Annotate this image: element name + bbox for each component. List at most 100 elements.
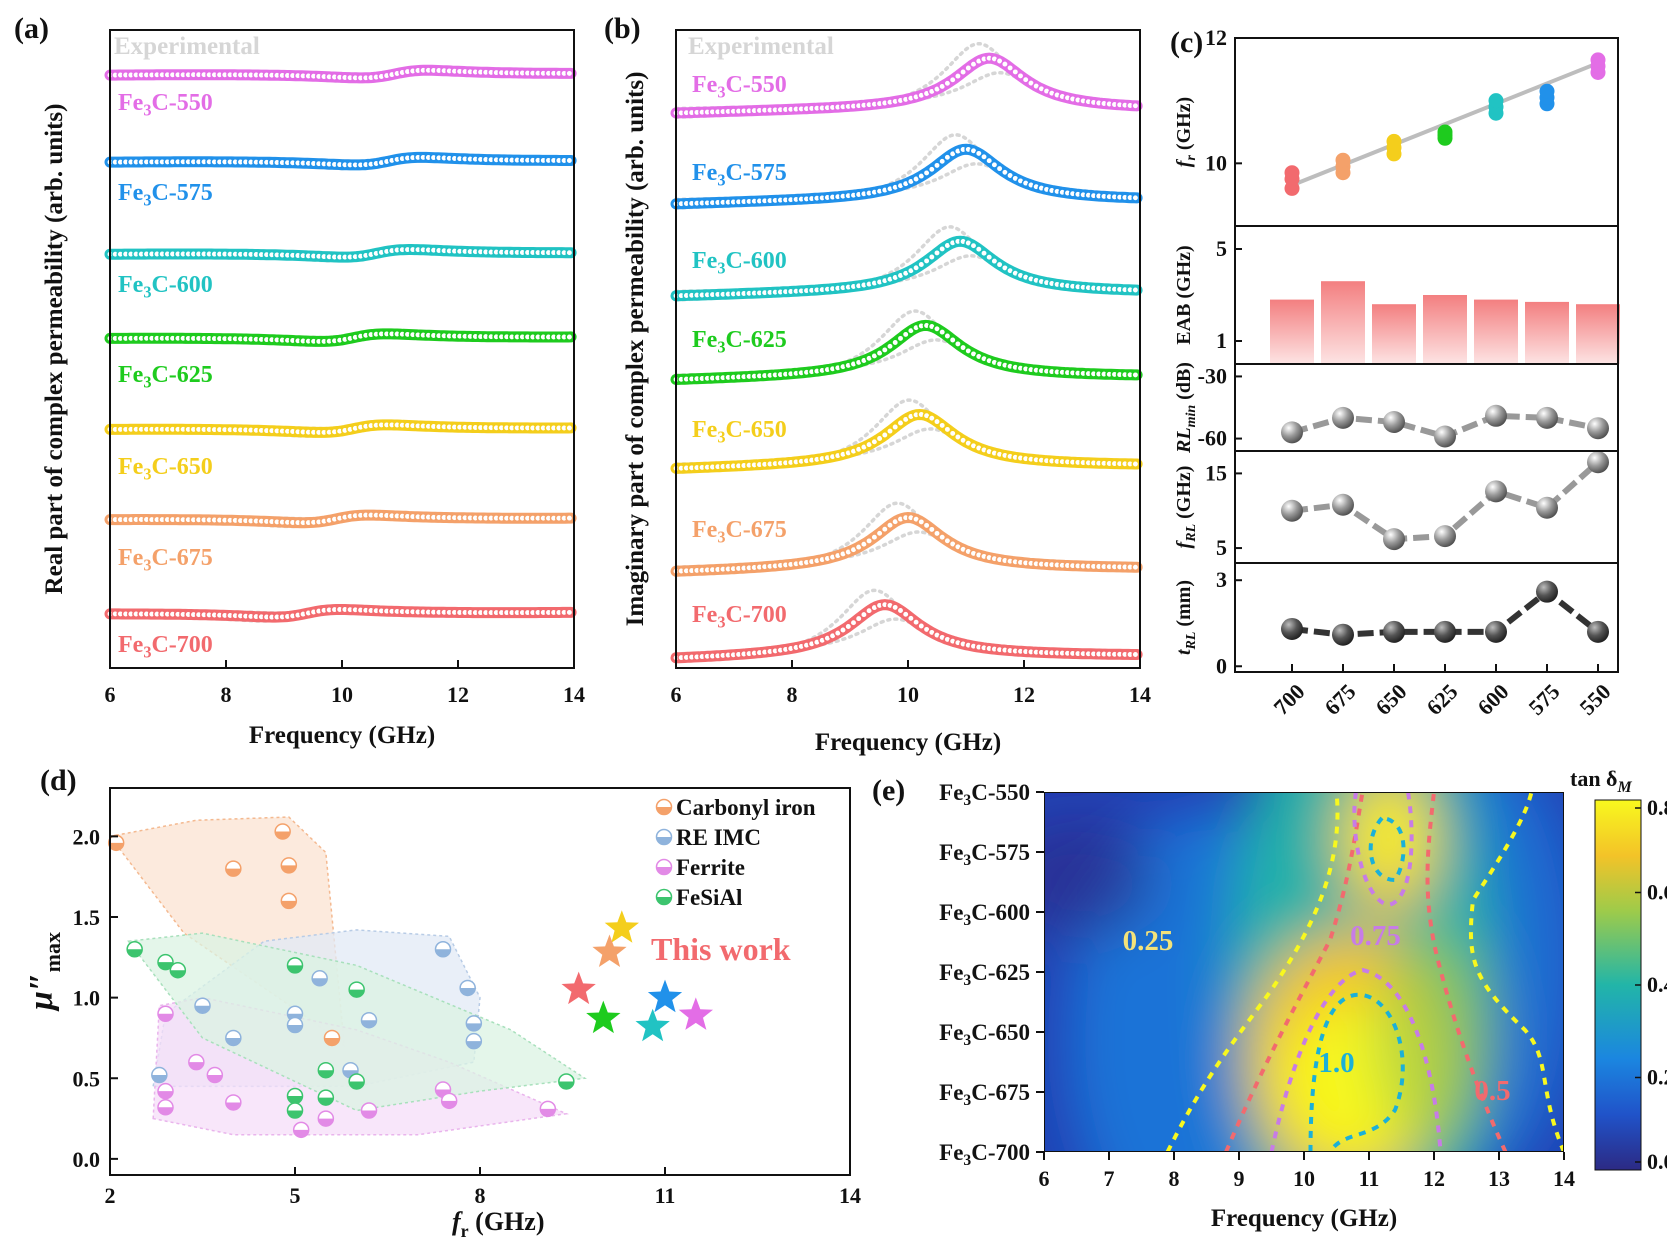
fit-marker [922, 168, 931, 177]
panel-d-ylabel: μ″max [23, 932, 65, 1012]
fit-marker [1131, 193, 1140, 202]
this-work-label: This work [651, 931, 791, 967]
y-tick-label: 12 [1205, 25, 1227, 50]
x-tick-label: 12 [1013, 682, 1035, 707]
panel-a: (a) 6 8 10 12 14 Frequency (GHz) Real part o… [14, 12, 585, 749]
y-tick-label-575: Fe3C-575 [939, 840, 1030, 869]
subplot-1-ylabel: EAB (GHz) [1173, 245, 1195, 344]
x-tick-label: 10 [331, 682, 353, 707]
point-ferrite [539, 1100, 557, 1118]
point-re-imc [151, 1066, 168, 1084]
eab-bar-650 [1372, 304, 1416, 364]
panel-b-legend-experimental: Experimental [688, 33, 834, 60]
x-tick-label: 5 [290, 1183, 301, 1208]
fit-marker [917, 622, 926, 630]
subplot-4-point-600 [1485, 620, 1507, 643]
point-re-imc [194, 997, 211, 1014]
panel-b-label: (b) [604, 12, 641, 45]
y-tick-label: 0.0 [73, 1147, 101, 1172]
subplot-3-point-575 [1536, 496, 1558, 519]
this-work-star [561, 971, 596, 1005]
legend-marker-fesial [655, 888, 673, 906]
point-re-imc [465, 1015, 483, 1032]
point-ferrite [188, 1053, 205, 1071]
fit-marker [565, 69, 574, 78]
fr-point-550 [1590, 52, 1606, 68]
point-re-imc [459, 979, 476, 997]
point-carbonyl-iron [323, 1029, 341, 1047]
fit-markers-625 [672, 321, 1140, 384]
x-tick-label-550: 550 [1575, 679, 1616, 720]
point-re-imc [434, 941, 452, 958]
x-tick-label-650: 650 [1371, 679, 1412, 720]
series-label-650: Fe3C-650 [692, 417, 787, 446]
fit-marker [933, 161, 941, 170]
fit-marker [859, 610, 868, 619]
contour-label: 0.5 [1474, 1075, 1510, 1107]
legend-marker-carbonyl-iron [655, 798, 673, 816]
fit-marker [565, 333, 574, 341]
fit-marker [964, 64, 973, 72]
subplot-3-ylabel: fRL (GHz) [1173, 466, 1199, 549]
fit-markers-550 [672, 54, 1140, 117]
point-fesial [286, 1102, 304, 1119]
panel-d: (d) 2 5 8 11 14 0.0 0.5 1.0 1.5 2.0 Carbonyl iron… [23, 764, 861, 1241]
fit-marker [948, 429, 957, 438]
y-tick-label: 1.0 [73, 986, 101, 1011]
subplot-2-point-700 [1281, 421, 1303, 444]
point-re-imc [465, 1032, 483, 1050]
fit-marker [565, 514, 574, 523]
point-fesial [317, 1061, 335, 1079]
legend-marker-ferrite [655, 858, 673, 876]
eab-bar-575 [1525, 301, 1569, 364]
fit-marker [886, 427, 894, 436]
legend-label: Ferrite [676, 855, 745, 880]
series-label-625: Fe3C-625 [692, 327, 787, 356]
point-carbonyl-iron [107, 834, 125, 852]
y-tick-label: -30 [1198, 363, 1227, 388]
subplot-3-point-550 [1587, 451, 1609, 474]
panel-e-heatmap [1044, 792, 1564, 1152]
fit-marker [1131, 563, 1140, 572]
fit-marker [565, 248, 574, 257]
colorbar-title: tan δM [1570, 766, 1632, 796]
subplot-3-point-675 [1332, 493, 1354, 516]
panel-d-ylabel-main: μ″ [23, 972, 60, 1012]
y-tick-label: 1.5 [73, 905, 101, 930]
series-label-575: Fe3C-575 [692, 160, 787, 189]
fit-marker [959, 68, 968, 76]
this-work-star [678, 997, 713, 1030]
subplot-2-point-625 [1434, 425, 1456, 448]
panel-d-xlabel-main: f [452, 1207, 463, 1236]
x-tick-label: 7 [1104, 1166, 1115, 1191]
x-tick-label: 6 [1039, 1166, 1050, 1191]
fit-marker [1131, 286, 1140, 294]
x-tick-label: 8 [475, 1183, 486, 1208]
fit-marker [948, 336, 957, 344]
fit-marker [1016, 71, 1025, 80]
point-ferrite [157, 1082, 174, 1100]
fit-marker [901, 330, 910, 339]
fit-markers-550 [106, 66, 574, 82]
fit-marker [943, 153, 952, 162]
x-tick-label: 11 [1359, 1166, 1380, 1191]
x-tick-label: 12 [447, 682, 469, 707]
fit-markers-675 [106, 511, 574, 527]
panel-b-x-ticks: 6 8 10 12 14 [671, 660, 1151, 707]
point-fesial [286, 1087, 304, 1105]
y-tick-label-600: Fe3C-600 [939, 900, 1030, 929]
point-ferrite [360, 1102, 378, 1119]
fit-marker [980, 249, 988, 258]
panel-a-legend-experimental: Experimental [114, 33, 260, 60]
eab-bar-675 [1321, 281, 1365, 364]
x-tick-label: 14 [1129, 682, 1151, 707]
fit-marker [922, 521, 931, 530]
subplot-4-point-700 [1281, 617, 1303, 640]
point-re-imc [225, 1029, 242, 1047]
panel-d-ylabel-sub: max [40, 932, 65, 972]
eab-bar-700 [1270, 299, 1314, 364]
subplot-2-point-675 [1332, 406, 1354, 429]
fit-marker [1131, 370, 1140, 379]
fit-marker [1000, 60, 1009, 69]
panel-e-label: (e) [872, 774, 905, 807]
